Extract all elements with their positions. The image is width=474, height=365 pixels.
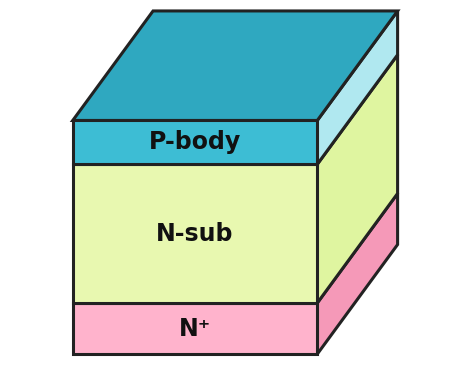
Polygon shape — [317, 193, 398, 354]
Text: P-body: P-body — [149, 130, 241, 154]
Polygon shape — [317, 11, 398, 164]
Polygon shape — [73, 164, 317, 303]
Polygon shape — [317, 55, 398, 303]
Polygon shape — [73, 303, 317, 354]
Text: N-sub: N-sub — [156, 222, 234, 246]
Polygon shape — [73, 120, 317, 164]
Polygon shape — [73, 11, 398, 120]
Text: N⁺: N⁺ — [179, 316, 211, 341]
